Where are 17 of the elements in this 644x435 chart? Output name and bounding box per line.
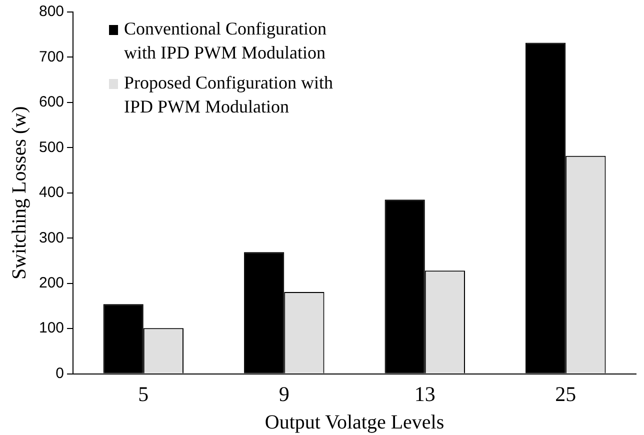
x-tick-label: 9 <box>278 382 290 406</box>
x-tick-label: 13 <box>414 382 436 406</box>
legend-label: Conventional Configuration with IPD PWM Modulation <box>124 18 327 63</box>
y-tick-label: 200 <box>38 274 64 292</box>
x-axis-title: Output Volatge Levels <box>264 411 444 434</box>
x-tick-label: 5 <box>138 382 149 406</box>
y-tick-label: 600 <box>38 94 64 111</box>
x-tick-label: 25 <box>555 382 576 406</box>
legend-label: Proposed Configuration with IPD PWM Modulation <box>124 72 334 117</box>
y-tick-label: 500 <box>38 138 64 156</box>
y-tick-label: 300 <box>38 229 64 246</box>
y-tick-label: 400 <box>38 184 64 202</box>
y-tick-label: 100 <box>38 320 64 337</box>
y-tick-label: 700 <box>38 48 64 66</box>
y-axis-title: Switching Losses (w) <box>8 106 30 280</box>
y-tick-label: 0 <box>56 364 64 382</box>
y-tick-label: 800 <box>38 3 64 20</box>
